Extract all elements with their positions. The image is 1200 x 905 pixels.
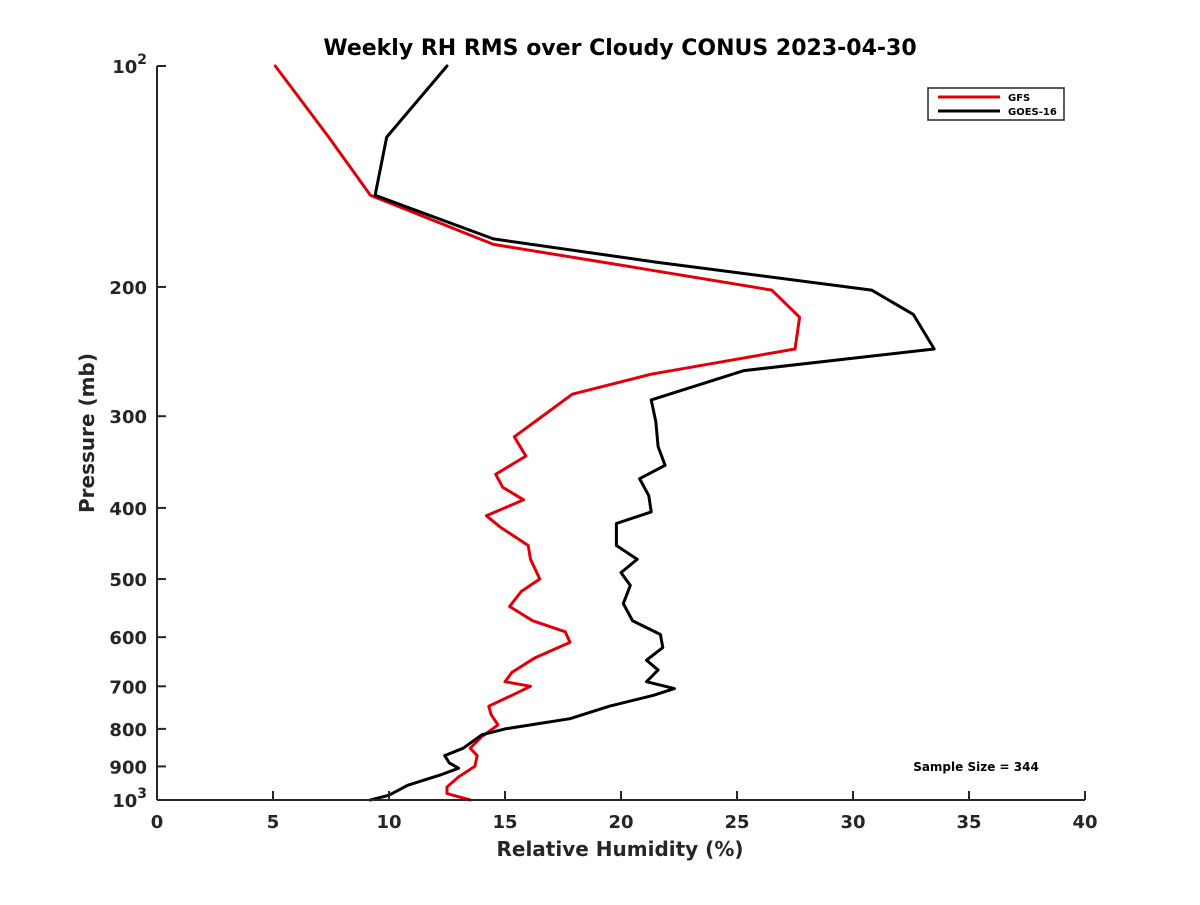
legend: GFS GOES-16 xyxy=(927,87,1065,121)
series-line-gfs xyxy=(273,64,802,802)
y-tick-label: 400 xyxy=(109,499,147,520)
chart-title: Weekly RH RMS over Cloudy CONUS 2023-04-… xyxy=(323,36,916,61)
y-tick-label: 900 xyxy=(109,757,147,778)
legend-entry: GOES-16 xyxy=(1008,107,1057,118)
legend-box xyxy=(927,87,1065,121)
plot-area xyxy=(273,64,936,802)
y-tick-label: 600 xyxy=(109,628,147,649)
x-tick-label: 35 xyxy=(956,812,981,833)
y-tick-label: 103 xyxy=(112,786,147,812)
series-line-goes-16 xyxy=(368,64,936,802)
y-tick-label: 300 xyxy=(109,407,147,428)
x-tick-label: 15 xyxy=(492,812,517,833)
legend-entry: GFS xyxy=(1008,93,1030,104)
axes: 0 5 10 15 20 25 30 35 40 102 200 300 400 500 600 700 800… xyxy=(109,52,1097,833)
x-axis-label: Relative Humidity (%) xyxy=(496,837,743,861)
sample-size-annotation: Sample Size = 344 xyxy=(913,760,1039,774)
y-tick-label: 700 xyxy=(109,677,147,698)
x-tick-label: 20 xyxy=(608,812,633,833)
y-tick-label: 500 xyxy=(109,570,147,591)
x-tick-label: 30 xyxy=(840,812,865,833)
y-tick-label: 800 xyxy=(109,720,147,741)
x-tick-label: 0 xyxy=(151,812,164,833)
x-tick-label: 40 xyxy=(1072,812,1097,833)
x-tick-label: 25 xyxy=(724,812,749,833)
y-tick-label: 102 xyxy=(112,52,147,78)
y-tick-label: 200 xyxy=(109,278,147,299)
x-tick-label: 10 xyxy=(376,812,401,833)
x-tick-label: 5 xyxy=(267,812,280,833)
y-axis-label: Pressure (mb) xyxy=(75,353,99,513)
